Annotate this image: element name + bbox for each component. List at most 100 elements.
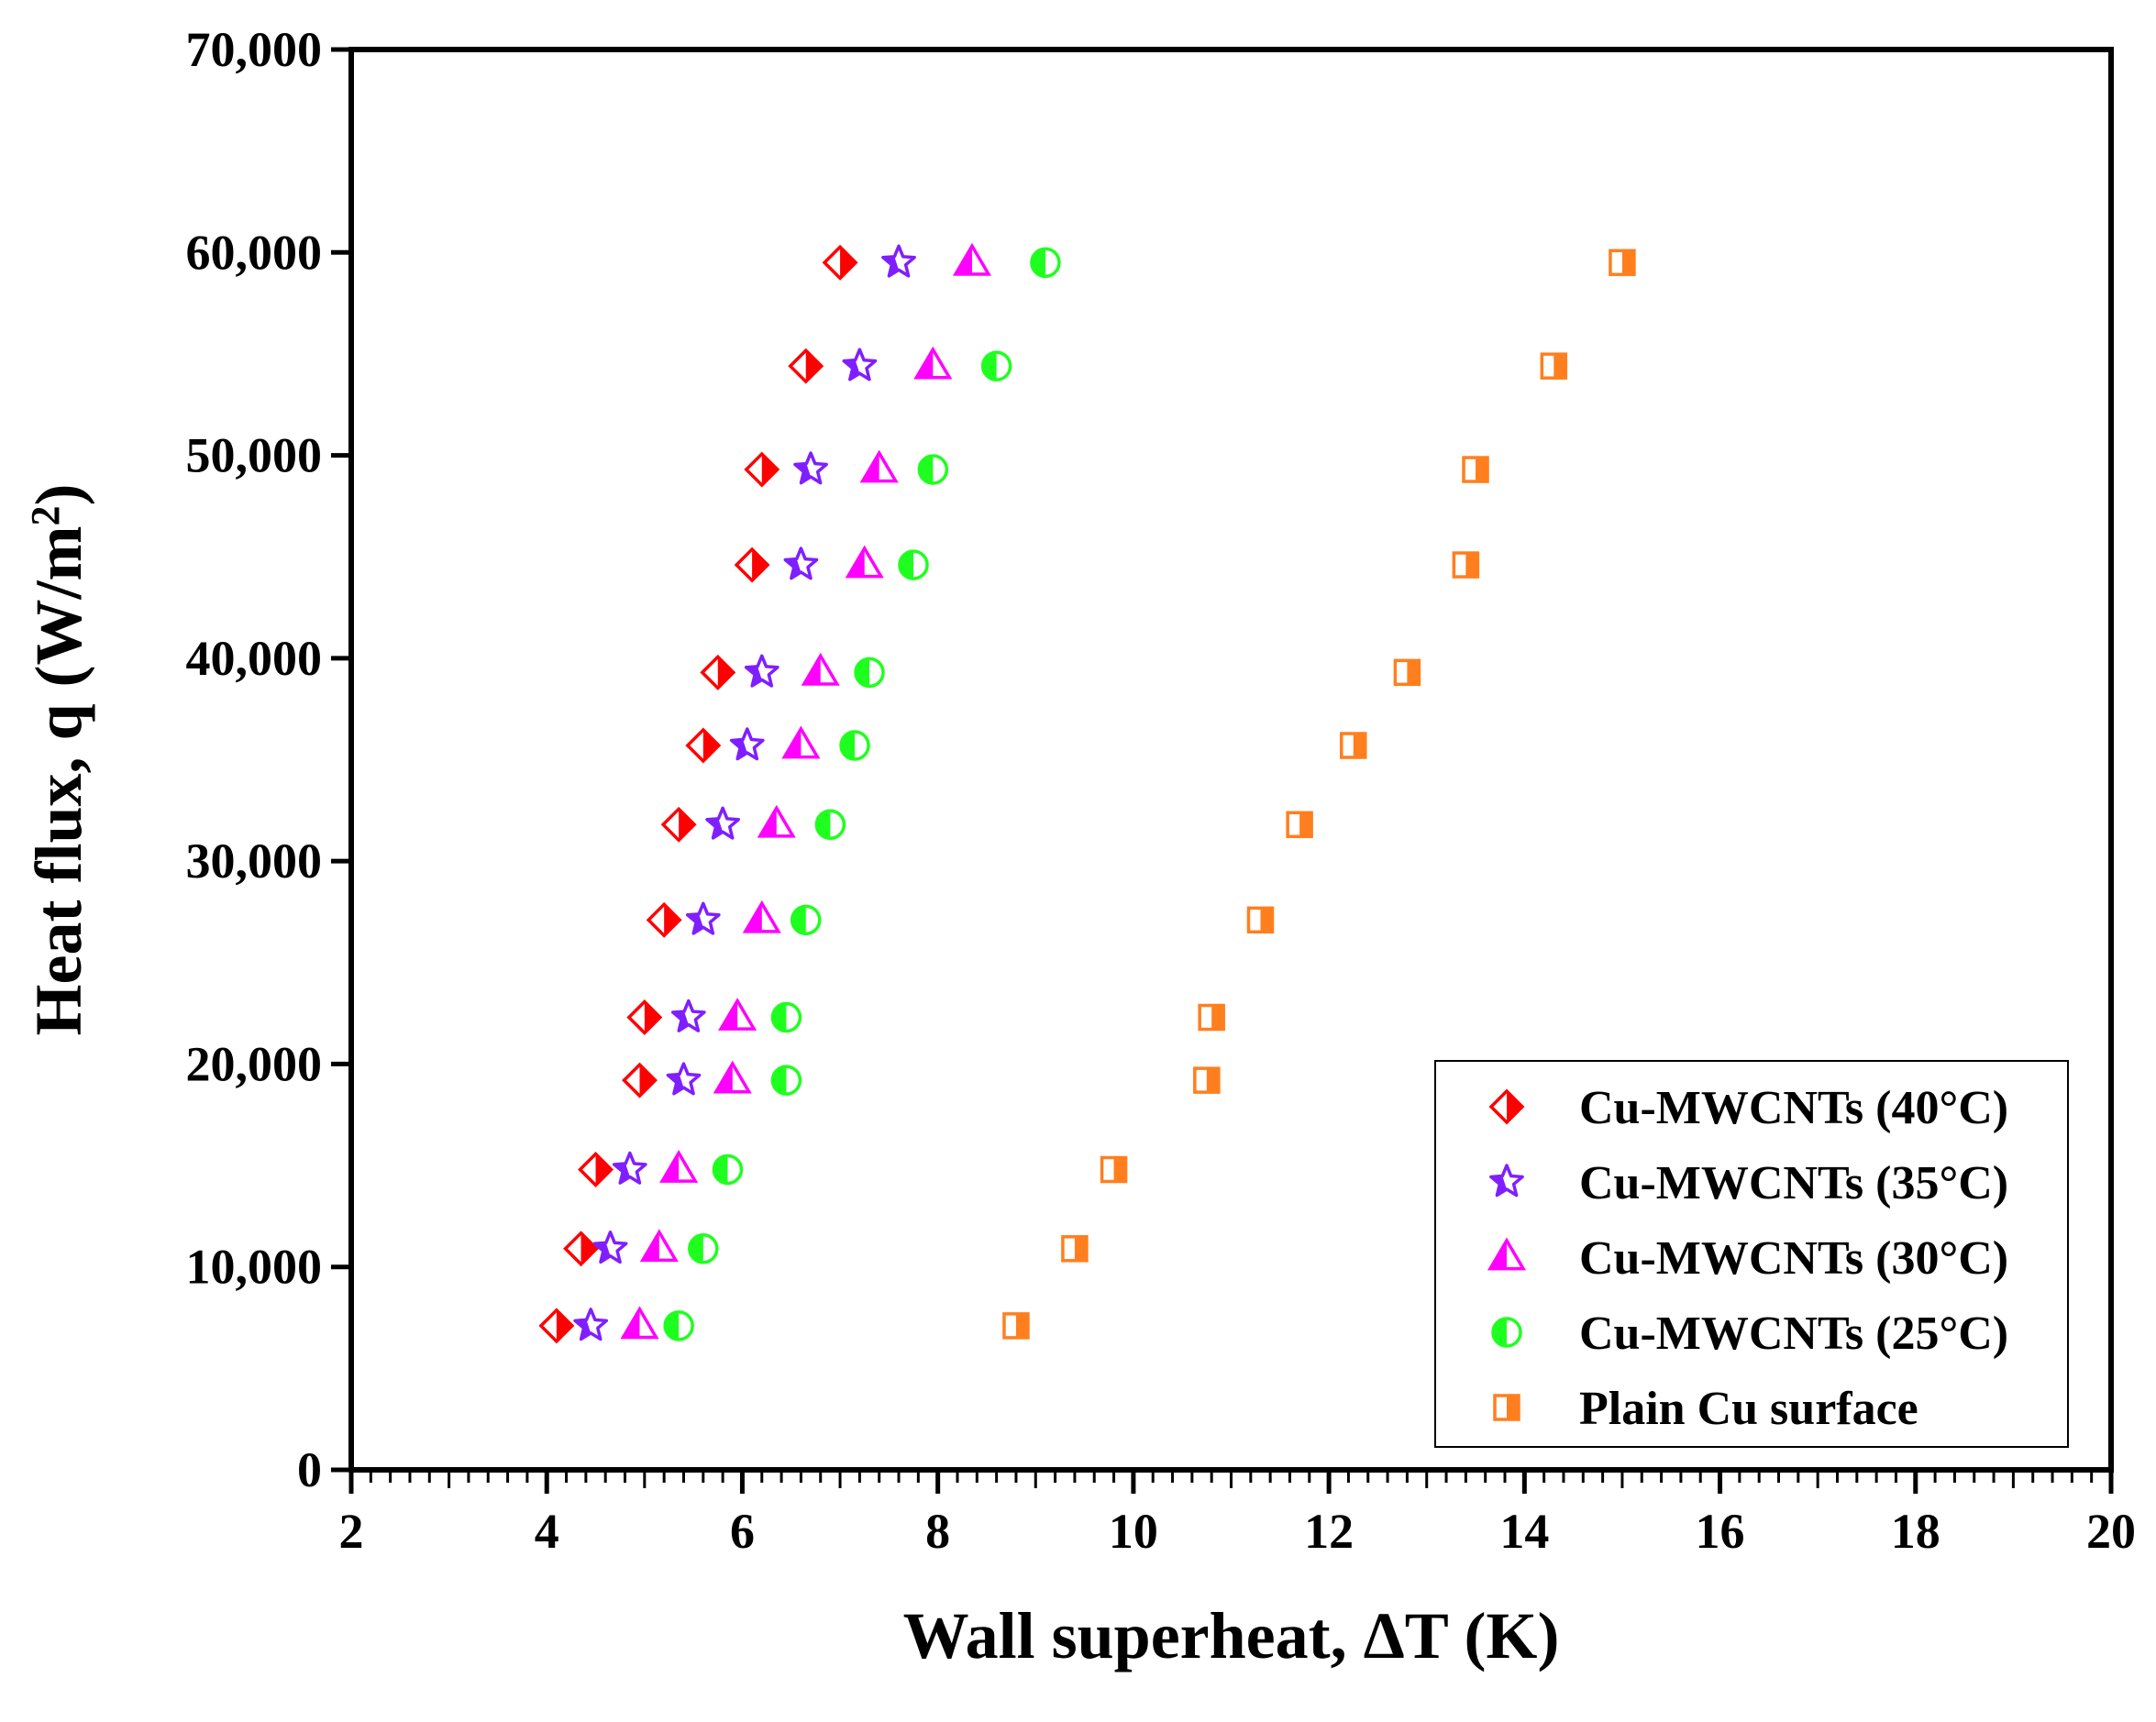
data-point-circle [712,1154,744,1186]
data-point-circle [1030,247,1061,279]
data-point-star [881,244,916,278]
data-point-star [744,654,779,688]
data-point-square [1246,906,1275,934]
data-points [538,242,1636,1344]
data-point-star [670,999,706,1032]
data-point-star [612,1151,647,1185]
data-point-square [1061,1235,1089,1263]
data-point-triangle [781,725,821,759]
data-point-star [573,1308,609,1341]
data-point-triangle [801,652,840,686]
data-point-triangle [757,804,796,838]
legend-label: Plain Cu surface [1579,1383,1918,1435]
data-point-circle [770,1065,802,1096]
data-point-star [793,451,828,485]
legend-marker-triangle [1487,1237,1527,1271]
y-tick-label: 20,000 [186,1036,323,1091]
legend-label: Cu-MWCNTs (35°C) [1579,1157,2008,1209]
data-point-square [1609,248,1636,277]
x-tick-label: 4 [535,1504,559,1559]
data-point-triangle [859,449,899,483]
y-tick-label: 40,000 [186,631,323,686]
series-star [573,244,916,1341]
data-point-triangle [713,1060,752,1094]
y-tick-label: 70,000 [186,22,323,77]
series-diamond [538,244,858,1344]
data-point-diamond [660,806,697,843]
data-point-circle [688,1233,719,1264]
y-axis-title-close: ) [22,484,95,506]
data-point-diamond [700,654,736,690]
data-point-diamond [578,1152,614,1187]
y-tick-label: 30,000 [186,833,323,889]
data-point-square [1452,551,1480,579]
series-circle [663,247,1061,1341]
data-point-square [1002,1312,1030,1340]
y-tick-label: 60,000 [186,225,323,280]
data-point-triangle [952,242,992,276]
data-point-diamond [744,451,780,488]
axis-ticks [331,47,2114,1494]
data-point-star [666,1062,702,1096]
data-point-triangle [742,900,781,933]
x-tick-label: 18 [1891,1504,1940,1559]
data-point-triangle [639,1229,679,1263]
data-point-circle [814,809,846,841]
data-point-diamond [788,348,824,384]
x-tick-label: 10 [1109,1504,1158,1559]
data-point-triangle [913,346,953,380]
data-point-circle [770,1001,802,1033]
data-point-circle [917,454,949,485]
data-point-star [842,348,878,381]
tick-labels: 2 4 6 8 10 12 14 16 18 20 0 10,000 20,000 30,000 40,00… [186,22,2137,1559]
data-point-diamond [646,901,682,938]
data-point-square [1198,1003,1225,1032]
data-point-circle [663,1310,694,1341]
data-point-square [1100,1155,1128,1184]
x-tick-label: 2 [339,1504,364,1559]
legend-label: Cu-MWCNTs (40°C) [1579,1082,2008,1134]
data-point-square [1393,658,1421,687]
data-point-circle [790,904,822,936]
y-tick-label: 50,000 [186,428,323,483]
data-point-square [1193,1066,1221,1094]
data-point-star [592,1231,628,1264]
data-point-triangle [620,1306,659,1340]
data-point-star [783,546,819,580]
legend-label: Cu-MWCNTs (30°C) [1579,1232,2008,1285]
series-triangle [620,242,992,1340]
data-point-square [1462,456,1489,483]
plot-frame [348,47,2114,1473]
legend-marker-circle [1491,1317,1522,1348]
data-point-diamond [734,546,770,583]
data-point-diamond [685,727,722,764]
legend: Cu-MWCNTs (40°C) Cu-MWCNTs (35°C) Cu-MWCNT… [1434,1060,2069,1448]
data-point-diamond [538,1308,575,1344]
x-tick-label: 12 [1304,1504,1354,1559]
x-tick-label: 20 [2086,1504,2136,1559]
data-point-diamond [622,1062,658,1098]
data-point-diamond [626,999,663,1036]
data-point-star [729,727,765,761]
y-axis-title-main: Heat flux, q (W/m [22,526,95,1036]
data-point-circle [839,730,870,761]
data-point-star [705,806,740,840]
x-tick-label: 16 [1696,1504,1745,1559]
x-axis-title: Wall superheat, ΔT (K) [903,1599,1560,1672]
data-point-circle [980,350,1012,381]
data-point-diamond [563,1231,600,1267]
data-point-triangle [718,998,757,1031]
legend-label: Cu-MWCNTs (25°C) [1579,1308,2008,1360]
legend-marker-diamond [1488,1088,1525,1125]
data-point-square [1540,352,1568,380]
data-point-square [1340,732,1367,759]
y-tick-label: 10,000 [186,1240,323,1295]
data-point-triangle [845,545,884,579]
data-point-star [685,901,721,935]
data-point-circle [898,549,929,580]
x-tick-label: 14 [1499,1504,1549,1559]
data-point-triangle [659,1150,699,1183]
y-tick-label: 0 [297,1442,322,1497]
data-point-square [1286,811,1313,839]
